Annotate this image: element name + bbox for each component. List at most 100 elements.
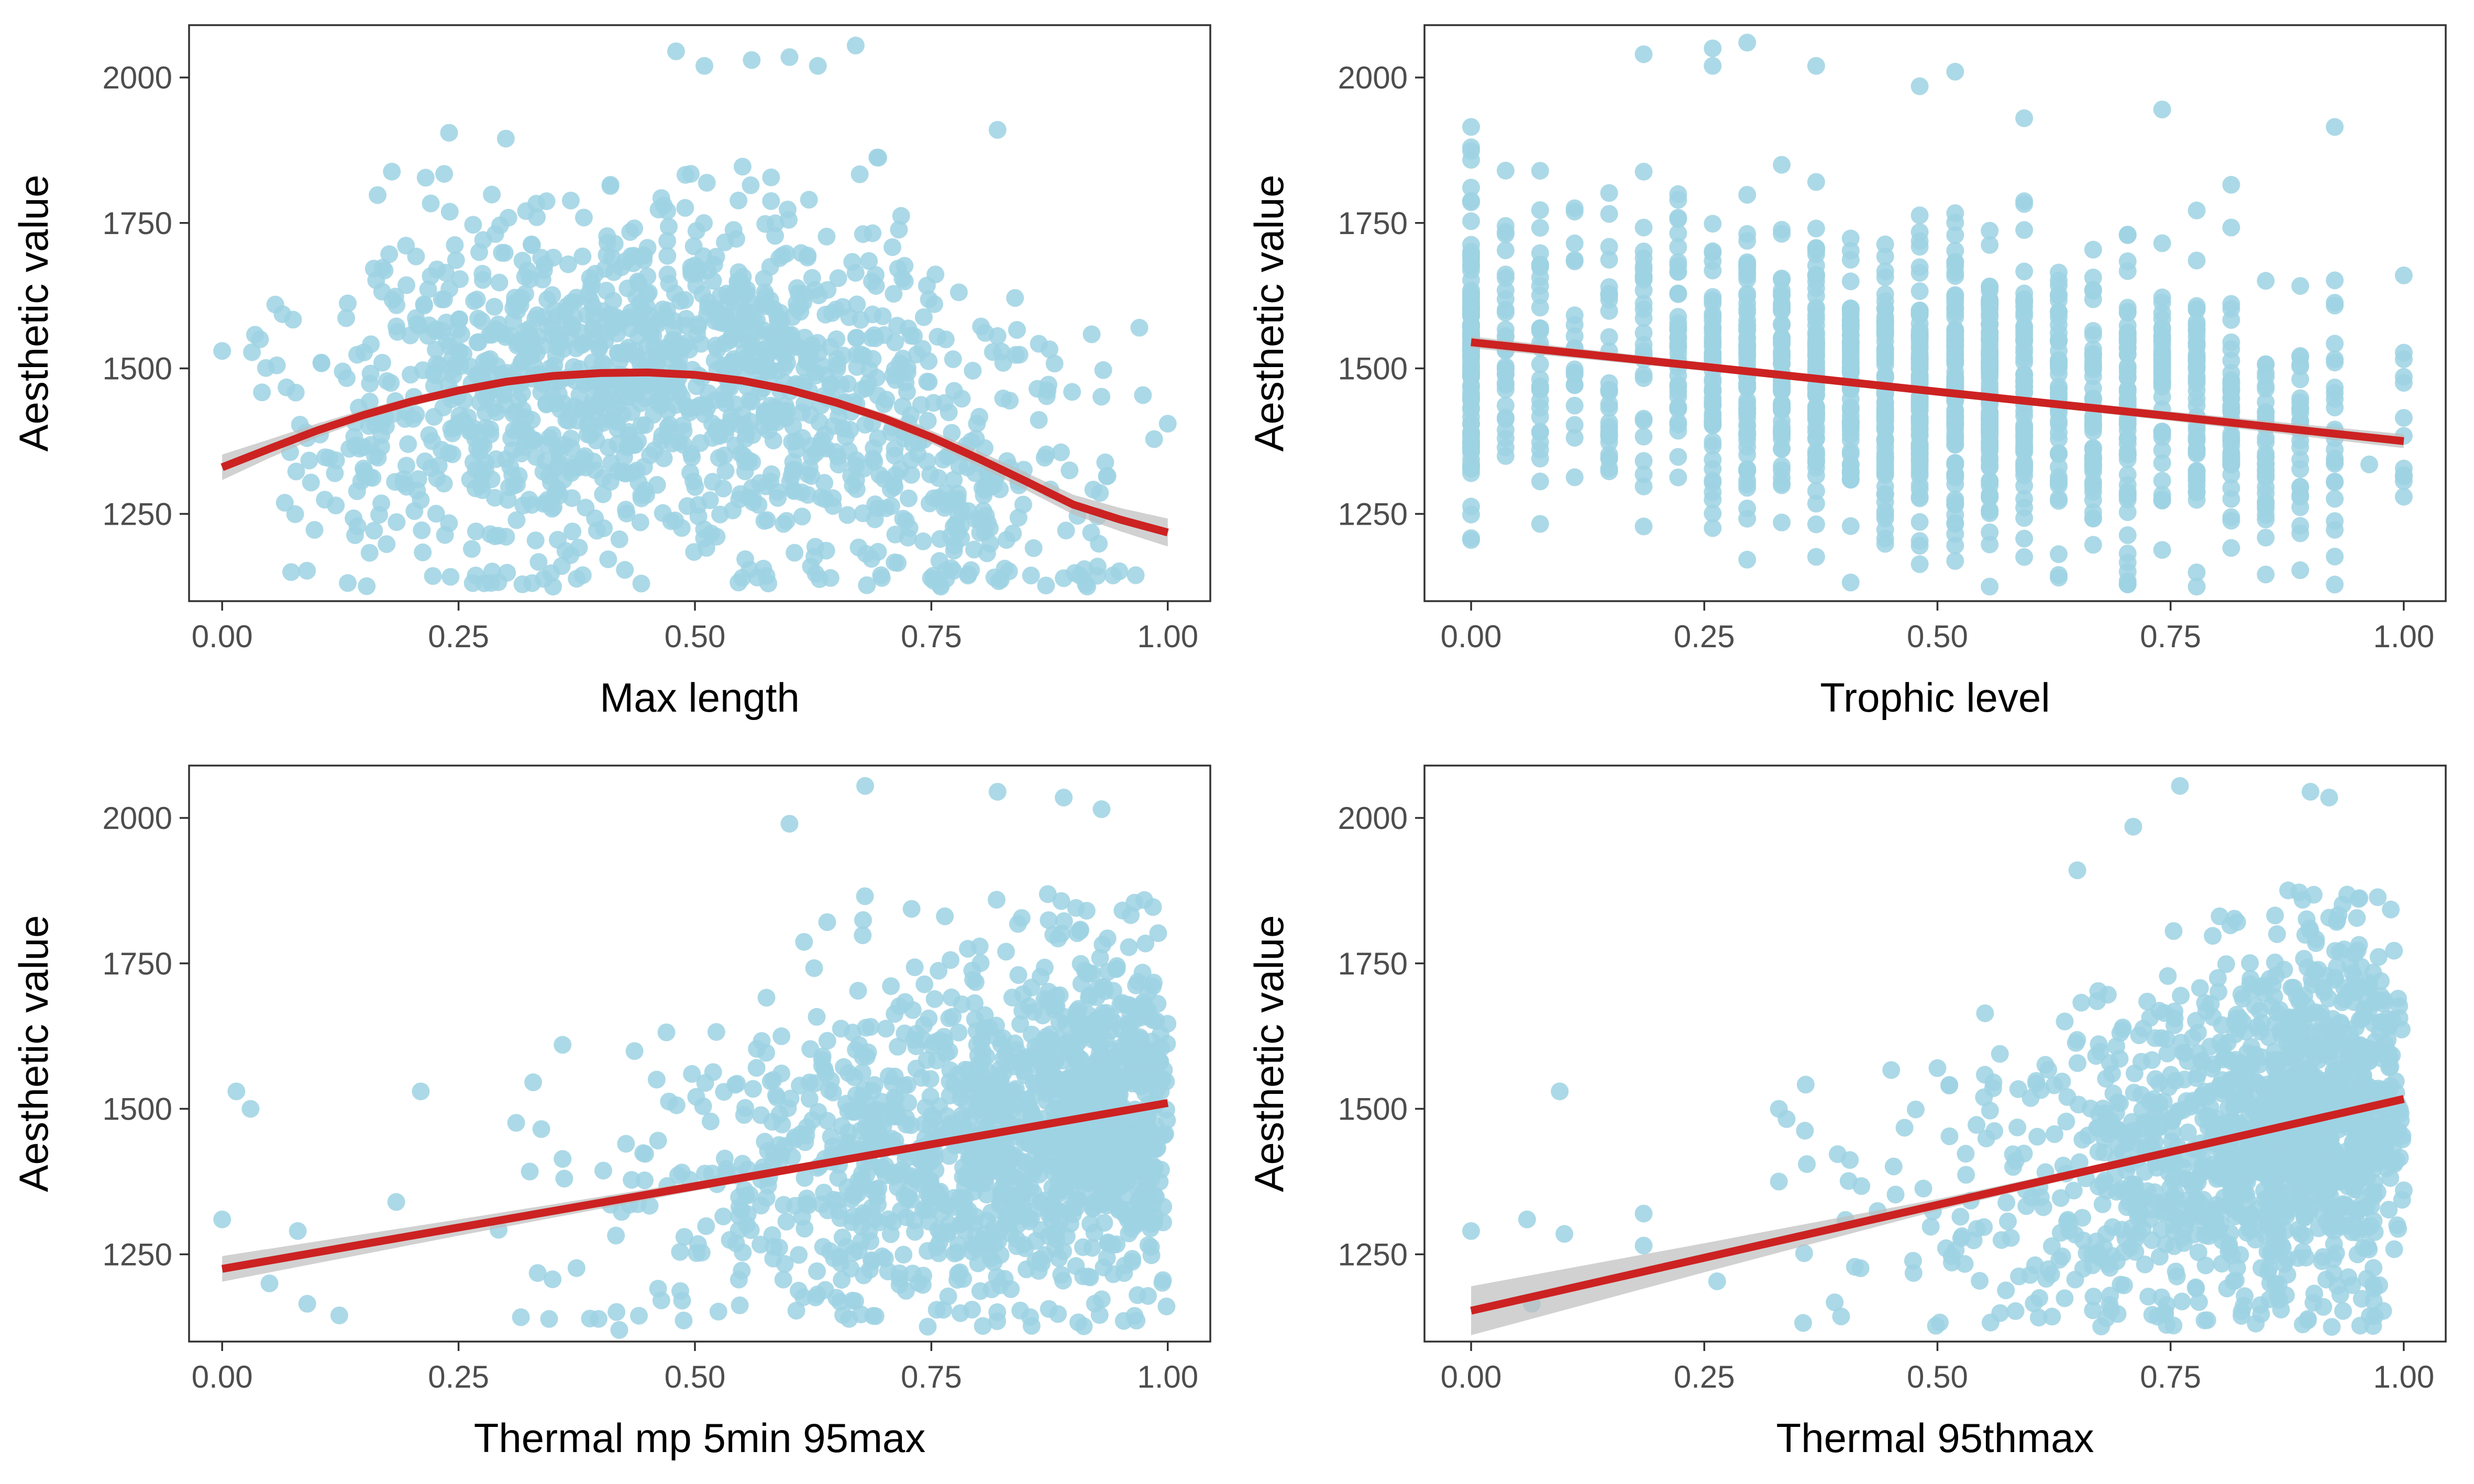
data-point: [785, 460, 803, 479]
data-point: [1039, 885, 1057, 903]
data-point: [2257, 497, 2275, 515]
data-point: [868, 499, 887, 517]
data-point: [2222, 218, 2240, 237]
data-point: [687, 222, 705, 240]
data-point: [1089, 1032, 1107, 1050]
data-point: [1011, 1301, 1030, 1320]
data-point: [864, 224, 882, 242]
data-point: [733, 1261, 751, 1280]
data-point: [754, 417, 772, 435]
data-point: [714, 479, 733, 497]
data-point: [2350, 889, 2369, 907]
data-point: [599, 550, 617, 569]
x-tick-label: 1.00: [1137, 619, 1198, 654]
data-point: [361, 392, 379, 411]
data-point: [842, 1190, 860, 1209]
data-point: [1076, 961, 1094, 980]
data-point: [2153, 304, 2171, 322]
data-point: [914, 532, 932, 550]
data-point: [635, 458, 653, 476]
data-point: [425, 376, 443, 395]
data-point: [1773, 156, 1791, 174]
data-point: [619, 279, 637, 297]
data-point: [2222, 431, 2240, 449]
data-point: [1037, 445, 1055, 463]
data-point: [728, 272, 747, 291]
data-point: [1946, 372, 1964, 390]
data-point: [893, 397, 912, 415]
data-point: [605, 399, 623, 417]
data-point: [667, 396, 685, 414]
data-point: [842, 467, 860, 485]
data-point: [1024, 1003, 1043, 1021]
data-point: [1024, 539, 1043, 557]
data-point: [632, 416, 650, 435]
data-point: [736, 353, 755, 372]
data-point: [1078, 578, 1097, 596]
data-point: [1531, 423, 1549, 441]
data-point: [544, 426, 561, 444]
data-point: [769, 489, 787, 507]
data-point: [1040, 340, 1058, 359]
data-point: [1462, 118, 1480, 136]
data-point: [1044, 926, 1063, 944]
data-point: [450, 343, 469, 361]
data-point: [948, 490, 967, 508]
data-point: [872, 566, 890, 584]
data-point: [521, 1162, 539, 1181]
data-point: [370, 506, 388, 524]
data-point: [838, 374, 857, 393]
data-point: [543, 386, 561, 404]
data-point: [730, 191, 748, 209]
data-point: [882, 977, 900, 995]
data-point: [260, 1274, 279, 1292]
data-point: [1107, 960, 1125, 978]
data-point: [963, 1301, 981, 1319]
data-point: [1496, 304, 1515, 322]
data-point: [286, 505, 304, 523]
data-point: [433, 290, 451, 308]
data-point: [857, 1018, 875, 1037]
data-point: [1669, 398, 1687, 417]
data-point: [869, 542, 887, 561]
data-point: [1088, 558, 1107, 575]
data-point: [1074, 1238, 1092, 1256]
data-point: [544, 1270, 562, 1289]
data-point: [564, 318, 581, 337]
data-point: [793, 507, 811, 526]
data-point: [862, 329, 880, 347]
data-point: [919, 412, 937, 430]
data-point: [570, 538, 588, 557]
data-point: [822, 1128, 840, 1146]
data-point: [1002, 1280, 1020, 1298]
data-point: [582, 278, 600, 296]
data-point: [243, 343, 261, 361]
data-point: [586, 421, 604, 439]
data-point: [793, 429, 812, 447]
data-point: [608, 1303, 626, 1321]
data-point: [786, 1128, 804, 1146]
data-point: [886, 333, 904, 351]
data-point: [1981, 486, 1999, 504]
data-point: [673, 416, 692, 435]
data-point: [2188, 327, 2206, 346]
data-point: [672, 1164, 691, 1182]
data-point: [639, 283, 658, 302]
data-point: [745, 295, 763, 313]
data-point: [929, 328, 947, 346]
data-point: [883, 1073, 901, 1092]
data-point: [355, 343, 373, 361]
data-point: [251, 330, 269, 348]
data-point: [435, 474, 453, 493]
data-point: [965, 1236, 984, 1255]
data-point: [788, 299, 807, 317]
x-axis-ticks: 0.00 0.25 0.50 0.75 1.00: [1441, 601, 2434, 654]
data-point: [257, 359, 275, 377]
data-point: [559, 255, 577, 273]
data-point: [847, 451, 865, 469]
data-point: [942, 559, 960, 578]
data-point: [538, 494, 556, 513]
data-point: [1946, 435, 1964, 453]
data-point: [793, 1208, 811, 1226]
